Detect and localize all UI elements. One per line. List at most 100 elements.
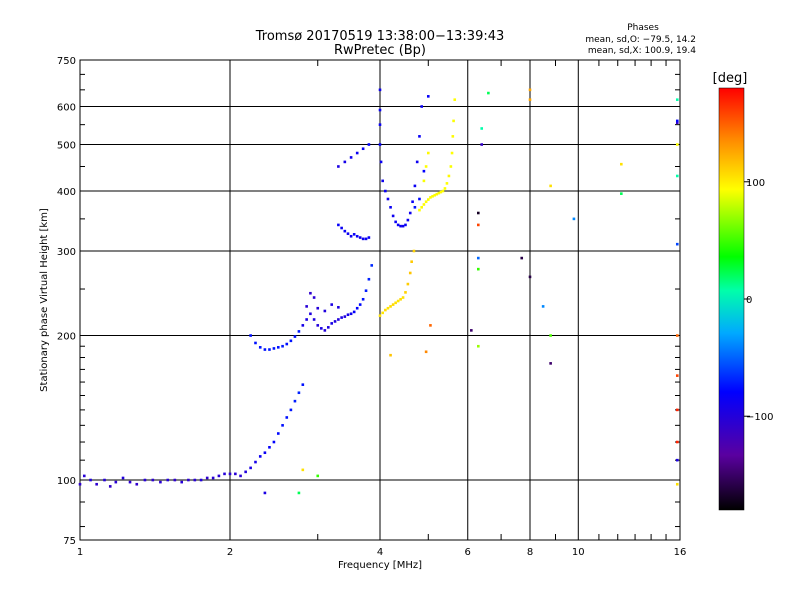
- data-point: [254, 460, 257, 464]
- data-point: [477, 267, 480, 271]
- data-point: [477, 256, 480, 260]
- data-point: [358, 236, 362, 239]
- data-point: [424, 165, 428, 168]
- data-point: [187, 478, 190, 482]
- data-point: [384, 308, 387, 312]
- data-point: [520, 256, 524, 260]
- colorbar-tick-label: −100: [746, 412, 773, 423]
- data-point: [78, 482, 82, 486]
- stats-x-mode: mean, sd,X: 100.9, 19.4: [588, 46, 696, 56]
- data-point: [263, 491, 267, 495]
- data-point: [128, 480, 132, 484]
- data-point: [378, 123, 382, 126]
- data-point: [406, 218, 410, 222]
- data-point: [450, 151, 454, 155]
- data-point: [406, 282, 410, 286]
- data-point: [431, 195, 434, 198]
- data-point: [394, 301, 397, 305]
- data-point: [422, 203, 426, 206]
- x-tick-label: 10: [572, 547, 585, 558]
- data-point: [675, 143, 679, 146]
- data-point: [480, 127, 484, 130]
- data-point: [445, 182, 449, 185]
- data-point: [433, 193, 436, 197]
- data-point: [399, 224, 402, 228]
- data-point: [89, 478, 92, 482]
- data-point: [447, 174, 451, 178]
- x-tick-label: 16: [674, 547, 687, 558]
- data-point: [316, 474, 320, 478]
- y-axis-label: Stationary phase Virtual Height [km]: [39, 208, 50, 392]
- data-point: [108, 485, 112, 488]
- data-point: [337, 165, 340, 168]
- data-point: [289, 339, 293, 343]
- data-point: [355, 306, 359, 310]
- y-tick-label: 100: [57, 476, 76, 487]
- data-point: [258, 346, 262, 349]
- data-point: [103, 478, 106, 482]
- data-point: [211, 476, 215, 480]
- data-point: [386, 197, 390, 201]
- data-point: [272, 440, 276, 444]
- data-point: [528, 88, 532, 92]
- data-point: [389, 353, 392, 357]
- data-point: [276, 346, 280, 349]
- x-tick-label: 6: [465, 547, 471, 558]
- x-tick-label: 1: [77, 547, 83, 558]
- data-point: [301, 468, 305, 472]
- data-point: [297, 391, 301, 395]
- data-point: [159, 480, 162, 484]
- data-point: [389, 205, 392, 209]
- data-point: [364, 289, 368, 292]
- data-point: [404, 291, 407, 294]
- data-point: [675, 98, 679, 101]
- data-point: [272, 347, 276, 350]
- colorbar-ticks: 100 0 −100: [744, 178, 773, 423]
- data-point: [121, 476, 125, 480]
- data-point: [355, 151, 359, 155]
- data-point: [381, 179, 384, 183]
- data-point: [349, 156, 353, 159]
- data-point: [217, 474, 221, 478]
- data-point: [429, 196, 432, 199]
- data-point: [675, 374, 679, 377]
- y-tick-label: 75: [63, 536, 76, 547]
- data-point: [330, 322, 334, 325]
- data-point: [675, 408, 679, 412]
- data-point: [384, 189, 387, 193]
- data-point: [367, 236, 371, 239]
- data-point: [309, 312, 312, 316]
- data-point: [355, 234, 359, 238]
- data-point: [441, 189, 445, 193]
- data-point: [312, 318, 316, 321]
- x-tick-label: 4: [377, 547, 383, 558]
- data-point: [418, 135, 421, 138]
- data-point: [391, 303, 395, 306]
- data-point: [352, 233, 356, 236]
- data-point: [180, 480, 184, 484]
- data-point: [289, 408, 293, 412]
- data-point: [276, 432, 280, 435]
- data-point: [386, 306, 390, 310]
- y-tick-label: 500: [57, 141, 76, 152]
- data-point: [437, 191, 441, 195]
- data-point: [572, 217, 576, 221]
- data-point: [394, 220, 397, 224]
- data-point: [349, 312, 353, 316]
- data-point: [361, 237, 365, 241]
- data-point: [408, 211, 412, 215]
- data-point: [228, 472, 232, 476]
- data-point: [327, 326, 330, 329]
- data-point: [323, 309, 327, 313]
- data-point: [443, 187, 447, 190]
- data-point: [675, 242, 679, 246]
- data-point: [193, 478, 197, 482]
- data-point: [528, 275, 532, 279]
- data-point: [404, 223, 407, 227]
- data-point: [391, 214, 395, 218]
- data-point: [389, 305, 392, 308]
- x-axis-ticks: 1 2 4 6 8 10 16: [77, 60, 687, 558]
- data-point: [316, 324, 320, 327]
- data-point: [293, 335, 297, 338]
- data-point: [378, 143, 382, 146]
